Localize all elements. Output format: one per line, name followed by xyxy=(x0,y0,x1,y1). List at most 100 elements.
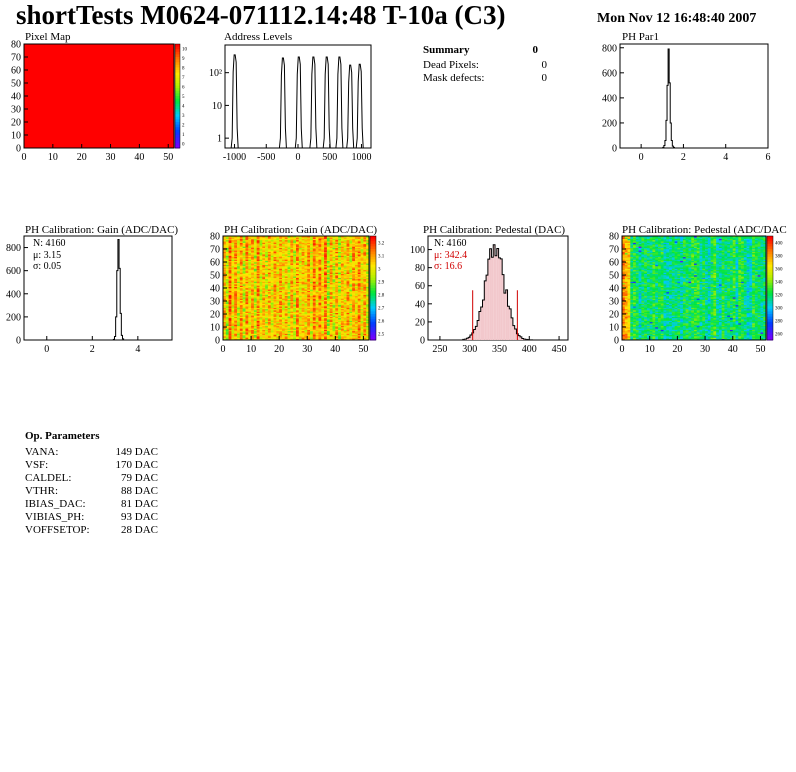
ph-gain-map-cell xyxy=(270,242,274,245)
ph-gain-map-cell xyxy=(318,280,322,282)
ph-gain-map-cell xyxy=(253,238,257,241)
ph-gain-map-cell xyxy=(296,251,300,254)
ph-gain-map-cell xyxy=(251,302,255,304)
ph-gain-map-cell xyxy=(256,315,260,317)
ph-pedestal-map-cell xyxy=(630,316,634,319)
ph-pedestal-map-cell xyxy=(627,293,631,295)
ph-pedestal-map-cell xyxy=(633,325,637,328)
ph-gain-map-cell xyxy=(279,329,283,332)
ph-gain-map-cell xyxy=(329,239,333,242)
ph-gain-map-cell xyxy=(315,325,319,328)
ph-gain-map-cell xyxy=(298,308,302,311)
ph-gain-map-cell xyxy=(270,241,274,243)
ph-gain-map-cell xyxy=(346,275,350,277)
ph-gain-map-cell xyxy=(312,268,316,271)
ph-gain-map-cell xyxy=(343,282,347,285)
ph-pedestal-map-cell xyxy=(622,330,626,333)
ph-gain-map-cell xyxy=(276,312,280,315)
ph-gain-map-cell xyxy=(310,301,314,303)
ph-gain-map-cell xyxy=(340,312,345,315)
ph-gain-map-cell xyxy=(329,276,333,278)
ph-gain-map-cell xyxy=(312,277,316,280)
ph-gain-map-cell xyxy=(234,319,238,321)
ph-gain-map-cell xyxy=(298,273,302,276)
ph-gain-map-cell xyxy=(262,329,266,332)
ph-gain-map-cell xyxy=(310,312,314,315)
ph-gain-map-cell xyxy=(346,256,350,259)
ph-pedestal-map-cell xyxy=(630,288,634,290)
ph-pedestal-bar xyxy=(477,320,479,340)
ph-gain-map-cell xyxy=(340,295,345,298)
ph-gain-map-cell xyxy=(349,281,353,284)
ph-gain-map-cell xyxy=(363,243,367,246)
ph-gain-map-cell xyxy=(293,252,297,255)
ph-gain-map-cell xyxy=(223,324,227,326)
ph-gain-map-cell xyxy=(338,263,342,265)
ph-gain-map-cell xyxy=(301,272,305,274)
ph-gain-map-cell xyxy=(262,236,266,238)
ph-gain-map-cell xyxy=(310,285,314,287)
ph-gain-map-cell xyxy=(332,304,336,307)
ph-gain-map-cell xyxy=(296,284,300,286)
ph-gain-map-cell xyxy=(223,333,227,336)
ph-gain-map-cell xyxy=(267,256,272,259)
ph-pedestal-map-cell xyxy=(622,281,626,284)
ph-gain-map-cell xyxy=(270,259,274,261)
ph-gain-map-cell xyxy=(293,249,297,251)
ph-gain-map-cell xyxy=(312,306,316,308)
ph-gain-map-cell xyxy=(349,325,353,328)
ph-gain-map-cell xyxy=(279,258,283,260)
ph-gain-map-cell xyxy=(354,286,359,289)
ph-gain-map-cell xyxy=(301,273,305,276)
ph-gain-map-cell xyxy=(251,310,255,312)
ph-gain-map-cell xyxy=(310,321,314,324)
ph-gain-map-cell xyxy=(293,324,297,326)
ph-gain-map-cell xyxy=(267,252,272,255)
ph-gain-map-cell xyxy=(296,299,300,302)
ph-gain-map-cell xyxy=(324,250,328,252)
ph-gain-map-cell xyxy=(304,268,308,271)
ph-gain-map-cell xyxy=(366,293,370,295)
ph-gain-map-cell xyxy=(310,332,314,334)
ph-gain-map-cell xyxy=(223,291,227,294)
ph-gain-map-cell xyxy=(338,327,342,329)
ph-gain-map-cell xyxy=(231,328,235,330)
x-tick-label: 350 xyxy=(492,344,507,355)
ph-gain-map-cell xyxy=(318,255,322,258)
ph-gain-map-cell xyxy=(357,293,361,295)
ph-gain-map-cell xyxy=(259,264,263,267)
ph-gain-map-cell xyxy=(315,278,319,281)
ph-gain-map-cell xyxy=(326,337,330,339)
ph-gain-map-cell xyxy=(318,263,322,265)
ph-gain-map-cell xyxy=(304,262,308,264)
ph-gain-map-cell xyxy=(360,277,364,280)
ph-gain-map-cell xyxy=(301,256,305,259)
ph-gain-map-cell xyxy=(290,311,294,313)
ph-gain-map-cell xyxy=(354,299,359,302)
ph-gain-map-cell xyxy=(245,289,249,291)
ph-gain-map-cell xyxy=(251,238,255,241)
ph-gain-map-cell xyxy=(352,327,356,329)
ph-gain-map-cell xyxy=(363,260,367,263)
ph-gain-map-cell xyxy=(237,268,241,271)
ph-gain-map-cell xyxy=(279,276,283,278)
ph-gain-map-cell xyxy=(357,308,361,311)
ph-gain-map-cell xyxy=(304,238,308,241)
ph-gain-map-cell xyxy=(270,278,274,281)
ph-gain-map-cell xyxy=(357,336,361,338)
ph-gain-map-cell xyxy=(223,255,227,258)
ph-gain-map-cell xyxy=(346,324,350,326)
ph-pedestal-map-cell xyxy=(633,302,637,304)
ph-pedestal-map-cell xyxy=(630,320,634,323)
ph-gain-map-cell xyxy=(360,316,364,319)
ph-gain-map-cell xyxy=(296,264,300,267)
address-levels-title: Address Levels xyxy=(224,31,293,43)
ph-gain-map-cell xyxy=(270,328,274,330)
ph-gain-map-cell xyxy=(270,284,274,286)
ph-gain-map-cell xyxy=(315,319,319,321)
ph-gain-map-cell xyxy=(256,311,260,313)
ph-gain-map-cell xyxy=(237,284,241,286)
ph-gain-map-cell xyxy=(237,239,241,242)
y-tick-label: 80 xyxy=(415,263,425,274)
ph-gain-map-cell xyxy=(248,332,252,334)
